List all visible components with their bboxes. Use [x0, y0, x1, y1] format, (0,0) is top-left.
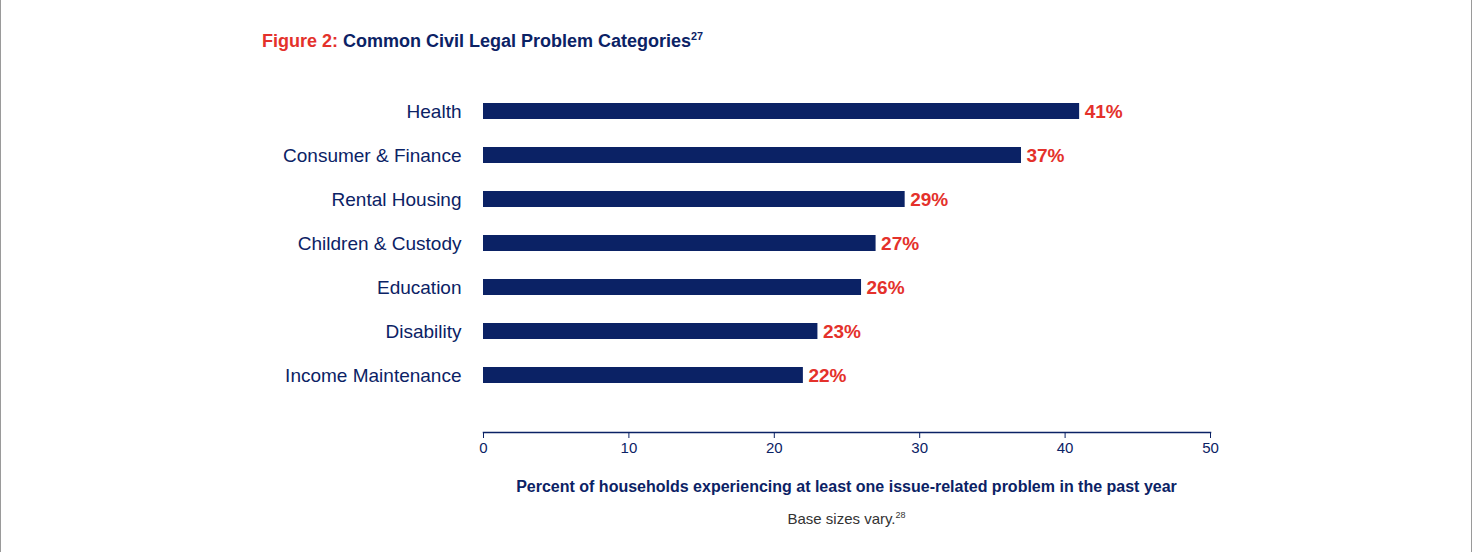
svg-text:29%: 29% [910, 189, 948, 210]
svg-text:30: 30 [911, 439, 928, 455]
svg-text:23%: 23% [823, 321, 861, 342]
svg-text:Children & Custody: Children & Custody [298, 233, 462, 254]
svg-text:0: 0 [479, 439, 487, 455]
svg-text:26%: 26% [867, 277, 905, 298]
html-text:Base sizes vary.28: Base sizes vary.28 [787, 510, 906, 527]
svg-text:Disability: Disability [385, 321, 462, 342]
svg-text:Income Maintenance: Income Maintenance [285, 365, 461, 386]
svg-text:Rental Housing: Rental Housing [332, 189, 462, 210]
svg-text:Consumer & Finance: Consumer & Finance [283, 145, 461, 166]
svg-text:22%: 22% [808, 365, 846, 386]
html-text:Percent of households experien: Percent of households experiencing at le… [516, 478, 1177, 495]
svg-text:40: 40 [1057, 439, 1074, 455]
svg-text:41%: 41% [1085, 101, 1123, 122]
svg-text:50: 50 [1202, 439, 1219, 455]
svg-text:Education: Education [377, 277, 462, 298]
svg-text:37%: 37% [1026, 145, 1064, 166]
svg-text:10: 10 [621, 439, 638, 455]
svg-text:20: 20 [766, 439, 783, 455]
html-text:Figure 2: Common Civil Legal P: Figure 2: Common Civil Legal Problem Cat… [262, 30, 704, 51]
svg-text:27%: 27% [881, 233, 919, 254]
svg-text:Health: Health [407, 101, 462, 122]
